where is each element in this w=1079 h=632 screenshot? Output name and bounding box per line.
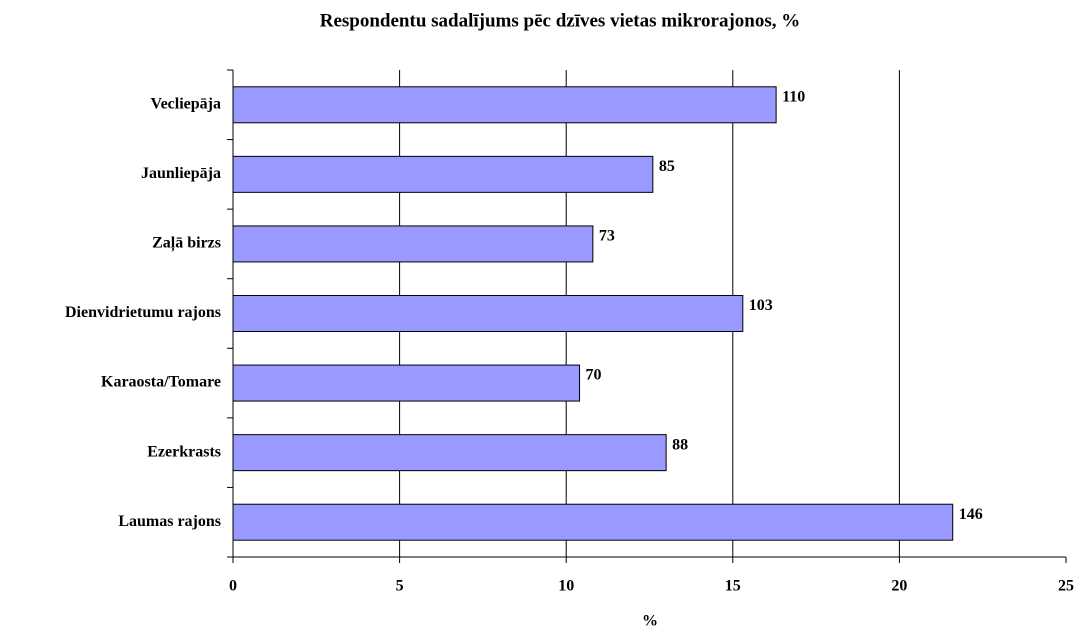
x-tick-label: 20 [891,578,907,595]
bar [232,225,594,263]
x-tick-label: 15 [725,578,741,595]
y-tick-label: Dienvidrietumu rajons [65,304,221,321]
y-tick-label: Ezerkrasts [147,443,221,460]
x-tick-label: 5 [396,578,404,595]
y-tick-label: Vecliepāja [150,95,221,112]
x-tick-label: 10 [558,578,574,595]
data-label: 103 [749,297,773,314]
data-label: 110 [782,88,805,105]
y-tick-label: Zaļā birzs [152,235,221,253]
y-tick-label: Jaunliepāja [141,165,221,182]
bar [232,155,654,193]
x-axis-label: % [642,613,658,630]
data-label: 146 [959,506,983,523]
data-label: 88 [672,436,688,453]
chart-title: Respondentu sadalījums pēc dzīves vietas… [320,10,800,31]
bar [232,86,777,124]
data-label: 70 [586,367,602,384]
bar [232,295,744,332]
data-label: 85 [659,158,675,175]
bar [232,434,667,472]
x-tick-label: 25 [1058,578,1074,595]
y-tick-label: Laumas rajons [118,513,221,530]
data-label: 73 [599,228,615,245]
bar [232,503,954,541]
x-tick-label: 0 [229,578,237,595]
y-tick-label: Karaosta/Tomare [101,374,221,391]
bar [232,364,581,402]
